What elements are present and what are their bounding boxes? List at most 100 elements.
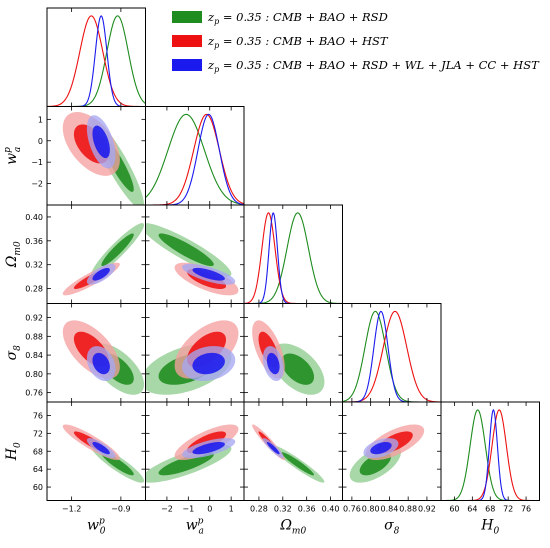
ytick-label-h0: 60	[33, 483, 43, 492]
contour-green-inner-om-w0	[101, 233, 134, 267]
contour-green-inner-om-wa	[158, 233, 214, 267]
marginal-blue-wa	[145, 113, 244, 205]
marginal-green-wa	[145, 113, 244, 205]
ylabel-wa: wpa	[3, 147, 23, 165]
ytick-label-s8: 0.88	[25, 332, 43, 341]
panel-s8-vs-om	[252, 320, 325, 395]
xtick-label-om: 0.28	[250, 505, 268, 514]
frame-3-3	[342, 303, 442, 403]
frame-4-2	[243, 401, 343, 501]
xtick-label-h0: 68	[485, 505, 495, 514]
ytick-label-wa: 1	[38, 115, 43, 124]
panel-s8-vs-w0	[62, 320, 145, 395]
xtick-label-om: 0.40	[322, 505, 340, 514]
contour-blue-inner-s8-om	[266, 352, 280, 375]
panel-h0-vs-om	[252, 424, 325, 483]
marginal-green-h0	[441, 409, 540, 501]
legend-swatch-blue	[172, 59, 202, 71]
xlabel-s8: σ8	[384, 518, 400, 537]
ytick-label-h0: 76	[33, 411, 43, 420]
xtick-label-om: 0.36	[298, 505, 316, 514]
ytick-label-wa: −1	[31, 158, 43, 167]
xtick-label-h0: 64	[467, 505, 477, 514]
frame-2-0	[46, 204, 146, 304]
ytick-label-h0: 64	[33, 465, 43, 474]
xtick-label-om: 0.32	[274, 505, 292, 514]
contour-green-inner-s8-om	[281, 353, 315, 385]
panel-marginal-wa	[145, 113, 244, 205]
xtick-label-s8: 0.76	[343, 505, 361, 514]
panel-wa-vs-w0	[62, 112, 145, 205]
ytick-label-h0: 68	[33, 447, 43, 456]
xtick-label-w0: −0.9	[111, 505, 130, 514]
ylabel-s8: σ8	[4, 345, 23, 361]
xtick-label-wa: −2	[161, 505, 173, 514]
ytick-label-s8: 0.84	[25, 351, 43, 360]
marginal-blue-h0	[441, 408, 540, 501]
ytick-label-wa: −2	[31, 180, 43, 189]
legend-swatch-red	[172, 35, 202, 47]
contour-blue-inner-h0-s8	[370, 442, 392, 455]
panel-h0-vs-wa	[145, 424, 239, 483]
panel-om-vs-w0	[62, 223, 145, 296]
xtick-label-w0: −1.2	[62, 505, 81, 514]
xlabel-wa: wp a	[186, 517, 204, 537]
ytick-label-s8: 0.76	[25, 389, 43, 398]
panel-om-vs-wa	[145, 223, 239, 296]
contour-blue-inner-s8-w0	[92, 352, 110, 375]
contour-green-inner-h0-wa	[158, 452, 214, 476]
contour-blue-inner-s8-wa	[192, 352, 225, 375]
marginal-blue-om	[244, 212, 343, 304]
contour-green-inner-h0-om	[281, 452, 315, 476]
contour-blue-inner-wa-w0	[92, 125, 110, 159]
contour-blue-inner-h0-om	[266, 442, 280, 455]
xtick-label-s8: 0.92	[418, 505, 436, 514]
marginal-red-om	[244, 212, 343, 304]
panel-h0-vs-s8	[349, 424, 425, 483]
marginal-blue-s8	[342, 310, 441, 402]
xtick-label-h0: 72	[503, 505, 513, 514]
ytick-label-h0: 72	[33, 429, 43, 438]
panel-h0-vs-w0	[62, 424, 145, 483]
legend-entry-blue: zp = 0.35 : CMB + BAO + RSD + WL + JLA +…	[207, 58, 540, 74]
ytick-label-s8: 0.80	[25, 370, 43, 379]
ytick-label-om: 0.36	[25, 237, 43, 246]
xtick-label-s8: 0.84	[380, 505, 398, 514]
xtick-label-h0: 76	[521, 505, 531, 514]
ylabel-h0: H0	[4, 442, 23, 461]
ytick-label-om: 0.32	[25, 261, 43, 270]
xtick-label-wa: −1	[182, 505, 194, 514]
marginal-green-s8	[342, 310, 441, 402]
marginal-green-w0	[47, 15, 146, 107]
ytick-label-om: 0.40	[25, 213, 43, 222]
frame-4-4	[440, 401, 540, 501]
panel-marginal-w0	[47, 15, 146, 107]
ylabel-om: Ωm0	[4, 241, 23, 268]
panel-marginal-h0	[441, 408, 540, 501]
marginal-green-om	[244, 212, 343, 304]
xtick-label-wa: 1	[229, 505, 234, 514]
legend-entry-red: zp = 0.35 : CMB + BAO + HST	[207, 34, 389, 50]
marginal-red-s8	[342, 310, 441, 402]
xtick-label-s8: 0.80	[362, 505, 380, 514]
contour-blue-inner-om-wa	[192, 267, 225, 281]
xtick-label-s8: 0.88	[399, 505, 417, 514]
legend-swatch-green	[172, 11, 202, 23]
panel-marginal-om	[244, 212, 343, 304]
xlabel-w0: wp 0	[87, 517, 106, 537]
panel-s8-vs-wa	[145, 320, 239, 395]
contour-blue-inner-h0-wa	[192, 442, 225, 455]
ytick-label-wa: 0	[38, 137, 43, 146]
contour-blue-inner-om-w0	[92, 267, 110, 281]
panel-marginal-s8	[342, 310, 441, 402]
ytick-label-om: 0.28	[25, 285, 43, 294]
contour-blue-inner-h0-w0	[92, 442, 110, 455]
xtick-label-wa: 0	[207, 505, 212, 514]
ytick-label-s8: 0.92	[25, 314, 43, 323]
xlabel-h0: H0	[480, 518, 499, 537]
marginal-blue-w0	[47, 15, 146, 107]
xtick-label-h0: 60	[449, 505, 459, 514]
xlabel-om: Ωm0	[279, 518, 306, 537]
marginal-red-h0	[441, 409, 540, 501]
